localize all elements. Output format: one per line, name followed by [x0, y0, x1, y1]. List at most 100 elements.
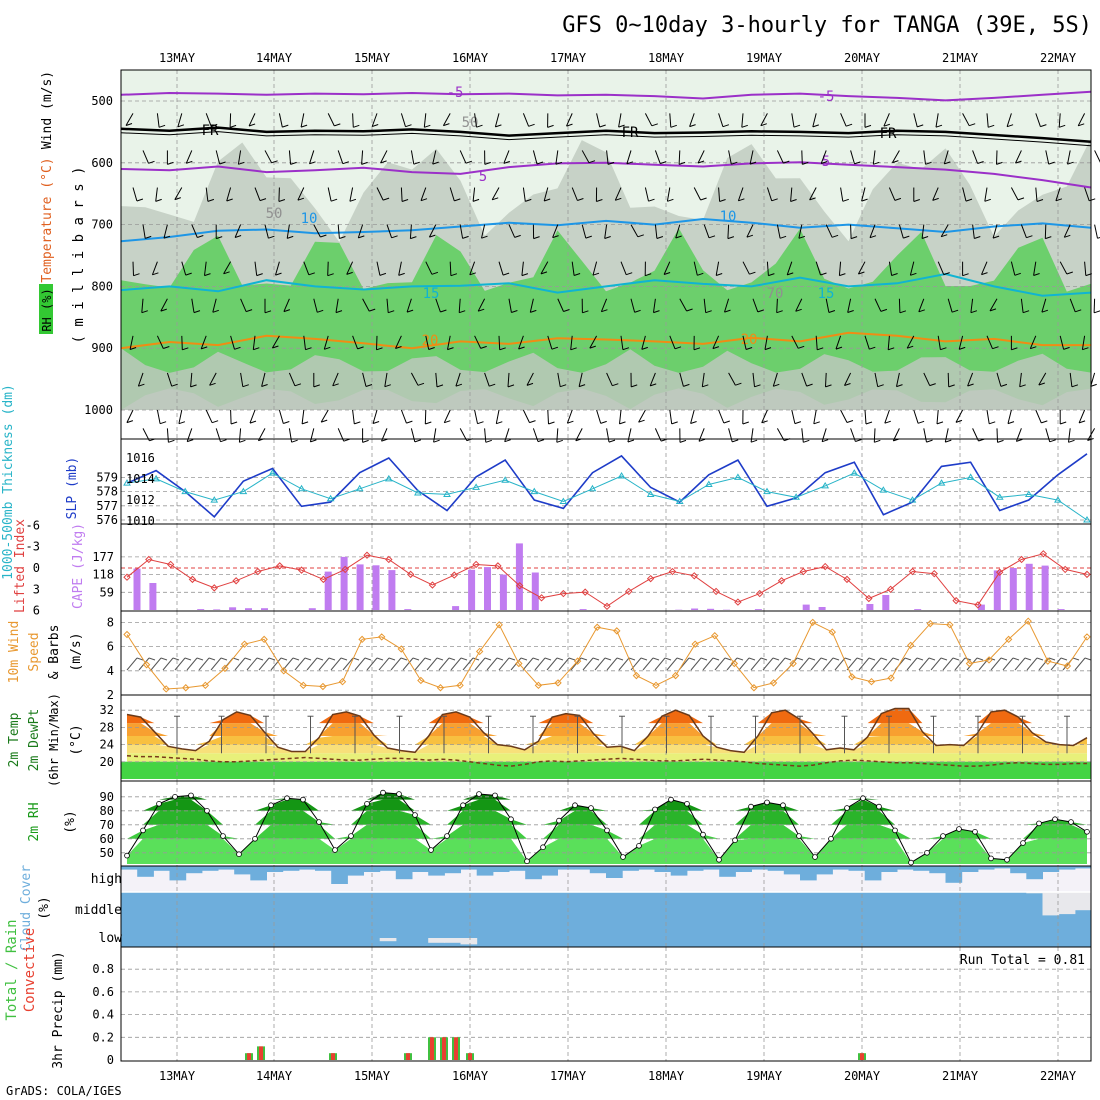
barb-shaft — [547, 409, 549, 425]
lifted-line — [126, 553, 1088, 607]
wind-speed-point — [534, 681, 543, 690]
barb-feather — [395, 346, 402, 349]
surface-barb — [498, 657, 510, 671]
barb-feather — [1007, 421, 1015, 425]
barb-shaft — [125, 113, 134, 126]
barb-feather — [382, 197, 390, 201]
surface-barb — [330, 657, 342, 671]
wind10-label: 10m Wind — [7, 621, 22, 684]
lifted-point — [1017, 555, 1026, 564]
wind-speed-point — [946, 621, 954, 629]
wind-speed-point — [319, 682, 327, 691]
barb-feather — [831, 234, 839, 238]
lifted-tick: 0 — [33, 561, 40, 575]
barb-feather — [469, 272, 476, 276]
barb-shaft — [815, 261, 821, 276]
thickness-point — [210, 496, 219, 503]
barb-feather — [959, 346, 966, 350]
rh-point — [924, 849, 930, 856]
barb-feather — [989, 421, 996, 425]
barb-feather — [177, 124, 185, 128]
barb-feather — [820, 272, 827, 276]
cloud-high-bar — [897, 866, 914, 870]
cape-bar — [133, 568, 141, 610]
date-label-bottom: 17MAY — [550, 1069, 587, 1083]
barb-shaft — [309, 428, 315, 443]
barb-feather — [962, 273, 969, 277]
barb-shaft — [384, 372, 388, 387]
cloud-midlow-bg — [121, 892, 1091, 947]
wind-speed-point — [417, 676, 425, 685]
surface-barb-feather — [664, 657, 672, 661]
barb-feather — [612, 383, 619, 387]
barb-feather — [592, 272, 600, 276]
date-label-top: 17MAY — [550, 51, 587, 65]
barb-shaft — [443, 409, 451, 423]
wind-speed-point — [358, 635, 366, 644]
barb-feather — [970, 310, 978, 314]
barb-shaft — [996, 150, 998, 165]
cape-bar — [914, 609, 922, 610]
barb-shaft — [240, 372, 244, 387]
barb-feather — [349, 198, 357, 202]
barb-shaft — [986, 113, 989, 128]
barb-shaft — [435, 298, 441, 313]
barb-feather — [209, 382, 216, 386]
temp-tick: 20 — [100, 755, 114, 769]
thickness-point — [384, 474, 393, 482]
barb-feather — [332, 383, 339, 387]
cape-bar — [149, 583, 157, 610]
barb-feather — [185, 272, 192, 276]
barb-shaft — [932, 187, 939, 201]
contour-label: -5 — [818, 89, 835, 105]
barb-feather — [187, 439, 194, 443]
surface-barb-feather — [556, 657, 564, 661]
barb-shaft — [896, 372, 900, 387]
barb-shaft — [409, 224, 412, 239]
surface-barb-feather — [460, 657, 468, 661]
barb-feather — [589, 345, 596, 349]
barb-feather — [790, 199, 797, 202]
thickness-point — [355, 484, 364, 492]
barb-feather — [526, 382, 534, 386]
contour-label: 20 — [422, 333, 439, 349]
barb-feather — [844, 383, 851, 386]
barb-feather — [406, 420, 413, 424]
date-label-bottom: 22MAY — [1040, 1069, 1077, 1083]
surface-barb — [654, 657, 666, 671]
rh-point — [524, 858, 530, 864]
lifted-point — [996, 568, 1004, 576]
y-tick-label: 600 — [91, 156, 113, 170]
barb-feather — [502, 272, 510, 276]
surface-barb — [822, 657, 834, 671]
rh-point — [284, 795, 290, 801]
surface-barb-feather — [220, 657, 228, 661]
surface-barb — [990, 657, 1002, 671]
rh-band — [127, 792, 1087, 800]
wind-speed-point — [201, 681, 210, 690]
surface-barb-feather — [616, 657, 624, 661]
cloud-high-bar — [331, 866, 348, 884]
barb-feather — [410, 236, 417, 240]
surface-barb-feather — [292, 657, 300, 661]
barb-feather — [793, 124, 801, 128]
cape-bar — [993, 570, 1001, 610]
barb-feather — [171, 383, 178, 387]
barb-shaft — [229, 113, 232, 128]
barb-shaft — [801, 428, 804, 443]
barb-feather — [600, 420, 607, 424]
barb-feather — [1071, 384, 1079, 388]
barb-feather — [547, 124, 554, 128]
barb-feather — [795, 308, 802, 312]
barb-feather — [563, 309, 570, 312]
lifted-point — [188, 575, 197, 584]
surface-barb — [198, 657, 210, 671]
surface-barb — [762, 657, 774, 671]
cloud-high-bar — [945, 866, 963, 883]
wind-speed-point — [1063, 662, 1072, 670]
cloud-high-bar — [622, 866, 639, 871]
barb-feather — [865, 421, 873, 425]
wind10-label: & Barbs — [47, 625, 62, 680]
barb-feather — [794, 421, 802, 425]
